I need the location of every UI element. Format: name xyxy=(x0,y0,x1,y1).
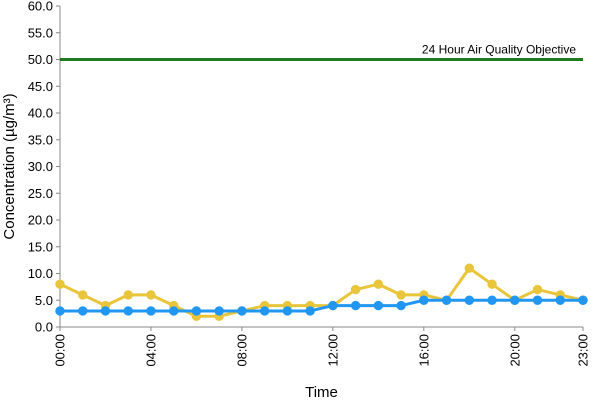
x-axis-ticks: 00:00 04:00 08:00 12:00 16:00 20:00 23:00 xyxy=(53,327,591,367)
data-point xyxy=(487,295,497,305)
data-point xyxy=(214,306,224,316)
data-point xyxy=(146,306,156,316)
data-point xyxy=(259,306,270,316)
data-point xyxy=(419,295,429,305)
data-point xyxy=(55,279,65,289)
y-tick-label: 10.0 xyxy=(28,266,53,281)
y-tick-label: 50.0 xyxy=(28,52,53,67)
data-point xyxy=(532,284,543,295)
x-tick-label: 08:00 xyxy=(234,334,249,367)
y-tick-label: 15.0 xyxy=(28,239,53,254)
data-point xyxy=(373,279,384,289)
data-point xyxy=(350,284,361,295)
y-tick-label: 55.0 xyxy=(28,25,53,40)
data-point xyxy=(510,295,520,305)
data-point xyxy=(396,300,406,311)
data-point xyxy=(305,306,315,316)
x-tick-label: 20:00 xyxy=(507,334,522,367)
x-tick-label: 04:00 xyxy=(143,334,158,367)
data-point xyxy=(123,306,133,316)
data-point xyxy=(237,306,247,316)
data-point xyxy=(441,295,452,305)
objective-label: 24 Hour Air Quality Objective xyxy=(422,43,576,57)
y-tick-label: 45.0 xyxy=(28,79,53,94)
data-point xyxy=(464,295,475,305)
data-point xyxy=(55,306,65,316)
x-tick-label: 12:00 xyxy=(325,334,340,367)
y-tick-label: 0.0 xyxy=(35,320,53,335)
y-tick-label: 30.0 xyxy=(28,159,53,174)
data-point xyxy=(123,290,133,300)
y-axis-title: Concentration (µg/m³) xyxy=(1,93,18,239)
x-tick-label: 00:00 xyxy=(53,334,68,367)
data-point xyxy=(396,290,406,300)
data-point xyxy=(146,290,156,300)
data-point xyxy=(328,300,338,311)
data-point xyxy=(191,306,202,316)
y-tick-label: 25.0 xyxy=(28,186,53,201)
y-tick-label: 5.0 xyxy=(35,293,53,308)
data-point xyxy=(78,290,88,300)
x-axis-title: Time xyxy=(305,384,338,400)
series-2 xyxy=(55,295,588,316)
data-point xyxy=(282,306,293,316)
series-group xyxy=(55,263,588,321)
y-tick-label: 20.0 xyxy=(28,213,53,228)
y-axis-ticks: 0.0 5.0 10.0 15.0 20.0 25.0 30.0 35.0 40.0 45.0 50… xyxy=(28,0,60,335)
data-point xyxy=(78,306,88,316)
y-tick-label: 40.0 xyxy=(28,106,53,121)
x-tick-label: 23:00 xyxy=(576,334,591,367)
y-tick-label: 60.0 xyxy=(28,0,53,14)
data-point xyxy=(578,295,588,305)
data-point xyxy=(373,300,384,311)
x-tick-label: 16:00 xyxy=(416,334,431,367)
objective-line-group: 24 Hour Air Quality Objective xyxy=(60,43,583,61)
data-point xyxy=(350,300,361,311)
y-tick-label: 35.0 xyxy=(28,132,53,147)
data-point xyxy=(464,263,475,273)
data-point xyxy=(555,295,565,305)
data-point xyxy=(532,295,543,305)
data-point xyxy=(100,306,111,316)
data-point xyxy=(168,306,179,316)
data-point xyxy=(487,279,497,289)
